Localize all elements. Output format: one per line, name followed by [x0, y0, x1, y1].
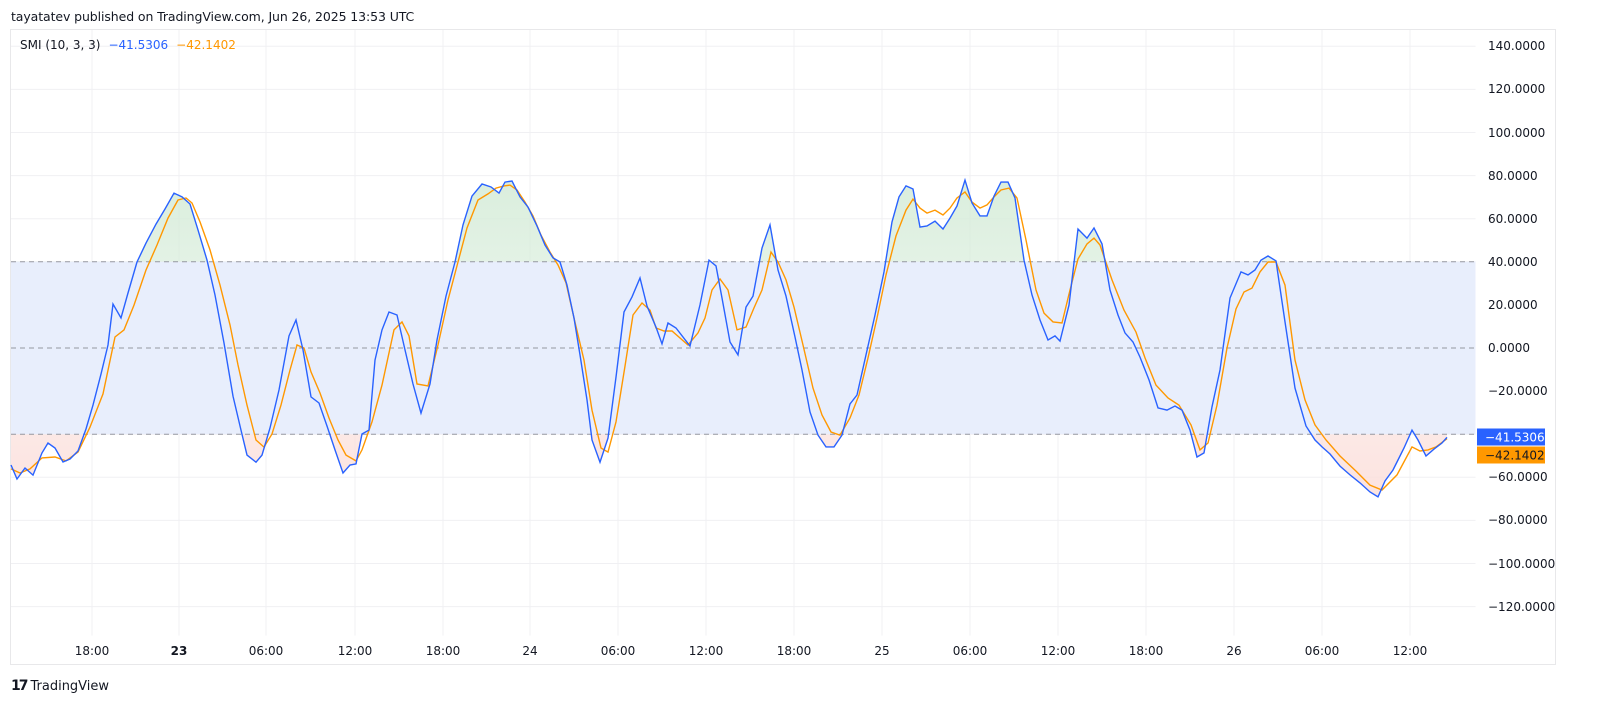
indicator-legend[interactable]: SMI (10, 3, 3) −41.5306 −42.1402	[20, 38, 236, 52]
tradingview-logo-icon: 17	[11, 678, 29, 694]
publish-info: tayatatev published on TradingView.com, …	[11, 9, 415, 24]
y-axis-label: 100.0000	[1488, 125, 1546, 140]
smi-legend-value: −41.5306	[108, 38, 169, 52]
y-axis-label: −20.0000	[1488, 384, 1548, 399]
y-axis-label: 20.0000	[1488, 297, 1538, 312]
y-axis-label: −60.0000	[1488, 470, 1548, 485]
signal-legend-value: −42.1402	[176, 38, 236, 52]
x-axis-label: 06:00	[952, 644, 988, 658]
x-axis-label: 12:00	[1392, 644, 1428, 658]
signal-line	[10, 184, 1448, 491]
y-axis-label: 40.0000	[1488, 254, 1538, 269]
x-axis-label: 18:00	[1128, 644, 1164, 658]
x-axis-label: 23	[170, 644, 188, 658]
y-axis-label: −80.0000	[1488, 513, 1548, 528]
smi-line	[10, 177, 1448, 498]
tradingview-brand[interactable]: 17 TradingView	[11, 678, 109, 694]
chart-pane[interactable]	[10, 29, 1556, 665]
x-axis-label: 26	[1226, 644, 1242, 658]
x-axis-label: 12:00	[337, 644, 373, 658]
y-axis-label: 140.0000	[1488, 39, 1546, 54]
x-axis-label: 06:00	[1304, 644, 1340, 658]
x-axis-label: 18:00	[74, 644, 110, 658]
y-axis-label: −100.0000	[1488, 556, 1556, 571]
x-axis-label: 25	[874, 644, 890, 658]
signal-price-tag: −42.1402	[1477, 446, 1545, 464]
y-axis-label: 120.0000	[1488, 82, 1546, 97]
y-axis-label: −120.0000	[1488, 599, 1556, 614]
y-axis-label: 60.0000	[1488, 211, 1538, 226]
x-axis-label: 06:00	[248, 644, 284, 658]
y-axis-label: 0.0000	[1488, 341, 1530, 355]
smi-price-tag: −41.5306	[1477, 428, 1545, 446]
x-axis-label: 06:00	[600, 644, 636, 658]
x-axis-label: 18:00	[425, 644, 461, 658]
overbought-fill	[11, 180, 1447, 262]
x-axis-label: 24	[522, 644, 538, 658]
x-axis-label: 18:00	[776, 644, 812, 658]
x-axis-label: 12:00	[688, 644, 724, 658]
brand-name: TradingView	[30, 678, 110, 694]
x-axis-label: 12:00	[1040, 644, 1076, 658]
y-axis-label: 80.0000	[1488, 168, 1538, 183]
indicator-name[interactable]: SMI (10, 3, 3)	[20, 38, 101, 52]
